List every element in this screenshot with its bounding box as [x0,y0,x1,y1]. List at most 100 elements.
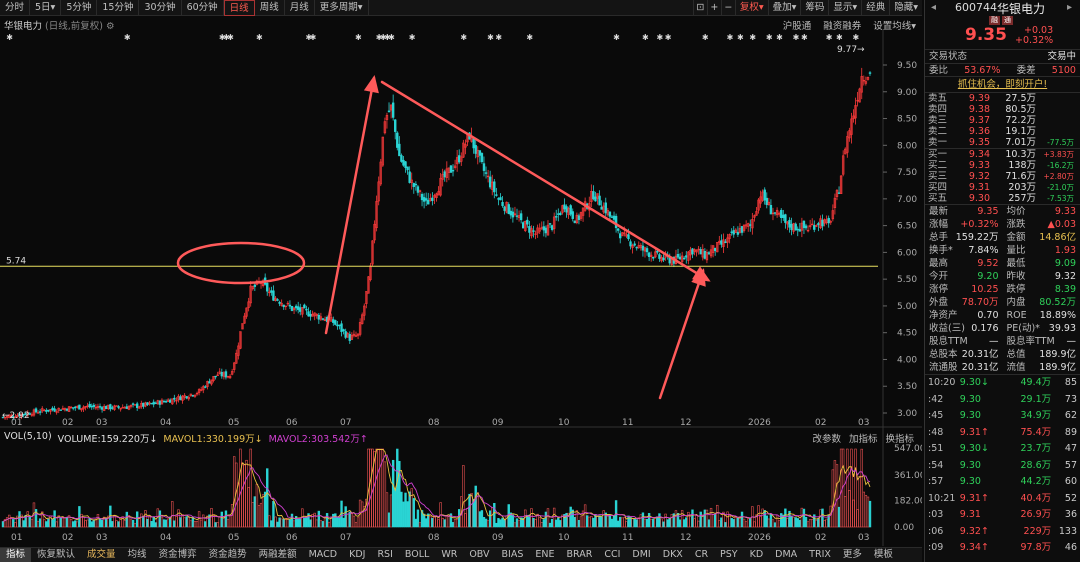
chart-link[interactable]: 设置均线▾ [873,21,916,32]
next-stock-icon[interactable]: ▸ [1067,2,1073,13]
volume-bar [633,519,636,528]
candle-body [796,228,799,231]
period-tab[interactable]: 5分钟 [61,0,98,16]
indicator-tab[interactable]: WR [441,549,458,560]
x-tick-label: 11 [622,418,633,428]
toolbar-button[interactable]: 叠加▾ [767,0,801,16]
settings-gear-icon[interactable]: ⚙ [106,21,115,32]
stock-code: 600744 [955,1,997,14]
volume-bar [866,496,870,528]
candle-body [127,406,131,410]
event-marker-icon: ✱ [613,33,620,42]
trade-status-row: 交易状态 交易中 [925,50,1080,63]
toolbar-button[interactable]: 筹码 [800,0,828,16]
indicator-tab[interactable]: 更多 [842,549,862,560]
candle-body [860,76,863,93]
indicator-tab[interactable]: ENE [535,549,555,560]
stat-cell: 昨收 9.32 [1003,270,1080,283]
volume-link[interactable]: 改参数 [812,434,841,445]
stat-label: 换手* [929,245,953,257]
volume-chart[interactable]: 547.00 361.00 182.00 0.00 01 02 03 04 05 06 07 08 09… [0,428,922,546]
period-tab[interactable]: 月线 [285,0,315,16]
indicator-tab[interactable]: OBV [469,549,490,560]
weibi-label: 委比 [929,65,949,77]
copy-icon[interactable]: ⊡ [692,0,707,16]
volume-bar [730,518,733,528]
tick-time: 10:21 [928,492,956,504]
kline-chart[interactable]: 9.50 9.00 8.50 8.00 7.50 7.00 6.50 6.00 5.50 5.00… [0,30,922,428]
indicator-tab[interactable]: BRAR [566,549,593,560]
indicator-tab[interactable]: 资金博弈 [158,549,197,560]
indicator-tab[interactable]: DKX [662,549,683,560]
volume-link[interactable]: 换指标 [885,434,914,445]
period-tab[interactable]: 日线 [223,0,255,16]
candle-body [185,396,188,399]
tick-row: 10:20 9.30↓ 49.4万 85 [925,375,1080,392]
volume-bar [416,509,420,528]
stat-cell: 总股本 20.31亿 [925,348,1003,361]
indicator-tab[interactable]: 两融差额 [258,549,297,560]
indicator-tab[interactable]: 均线 [127,549,147,560]
period-tab[interactable]: 周线 [255,0,285,16]
zoom-out-icon[interactable]: − [720,0,735,16]
candle-body [348,334,351,341]
level-label: 买一 [928,149,948,161]
candle-body [109,404,112,410]
chart-link[interactable]: 融资融券 [823,21,862,32]
indicator-tab[interactable]: 成交量 [87,549,116,560]
volume-bar [631,518,634,528]
chart-link[interactable]: 沪股通 [782,21,812,32]
zoom-in-icon[interactable]: + [706,0,721,16]
period-tab[interactable]: 60分钟 [182,0,224,16]
stat-value: — [1066,336,1077,348]
toolbar-button[interactable]: 复权▾ [734,0,768,16]
volume-bar [458,509,461,528]
period-tab[interactable]: 分时 [0,0,31,16]
volume-bar [736,517,740,528]
period-tab[interactable]: 30分钟 [139,0,182,16]
vol-label: VOL(5,10) [4,431,52,442]
indicator-tab[interactable]: 模板 [873,549,893,560]
indicator-tab[interactable]: 指标 [0,548,32,562]
period-tab[interactable]: 15分钟 [97,0,140,16]
volume-bar [716,504,719,528]
indicator-tab[interactable]: BOLL [404,549,430,560]
indicator-tab[interactable]: PSY [720,549,738,560]
tick-volume: 44.2万 [1020,476,1052,488]
indicator-tab[interactable]: RSI [377,549,393,560]
candle-body [381,136,385,166]
candle-body [342,329,345,332]
candle-body [193,394,197,397]
candle-body [802,220,806,228]
indicator-tab[interactable]: KD [749,549,764,560]
indicator-tab[interactable]: DMA [775,549,798,560]
toolbar-button[interactable]: 隐藏▾ [889,0,922,16]
indicator-tab[interactable]: KDJ [349,549,366,560]
indicator-tab[interactable]: CCI [604,549,621,560]
toolbar-button[interactable]: 经典 [861,0,889,16]
tick-count: 47 [1064,443,1077,455]
x-tick-label: 12 [680,418,691,428]
vol-value: VOLUME:159.220万↓ [57,434,158,445]
candle-body [92,404,96,407]
volume-bar [65,517,69,528]
tick-volume: 49.4万 [1020,377,1052,389]
promo-link[interactable]: 抓住机会，即刻开户! [925,76,1080,92]
candle-body [833,197,837,208]
volume-bar [129,519,133,528]
toolbar-button[interactable]: 显示▾ [828,0,861,16]
indicator-tab[interactable]: BIAS [501,549,524,560]
candle-body [652,256,655,259]
tick-price: 9.32↑ [960,524,1000,541]
indicator-tab[interactable]: 资金趋势 [208,549,247,560]
period-tab[interactable]: 更多周期▾ [315,0,369,16]
period-tab[interactable]: 5日▾ [30,0,62,16]
volume-link[interactable]: 加指标 [848,434,878,445]
indicator-tab[interactable]: 恢复默认 [37,549,76,560]
indicator-tab[interactable]: CR [694,549,709,560]
indicator-tab[interactable]: MACD [308,549,338,560]
indicator-tab[interactable]: DMI [632,549,651,560]
indicator-tab[interactable]: TRIX [809,549,831,560]
ask-book: 卖五 9.39 27.5万 卖四 9.38 80.5万 卖三 9.37 72.2万 卖二 9.36 1… [925,92,1080,148]
prev-stock-icon[interactable]: ◂ [931,2,937,13]
